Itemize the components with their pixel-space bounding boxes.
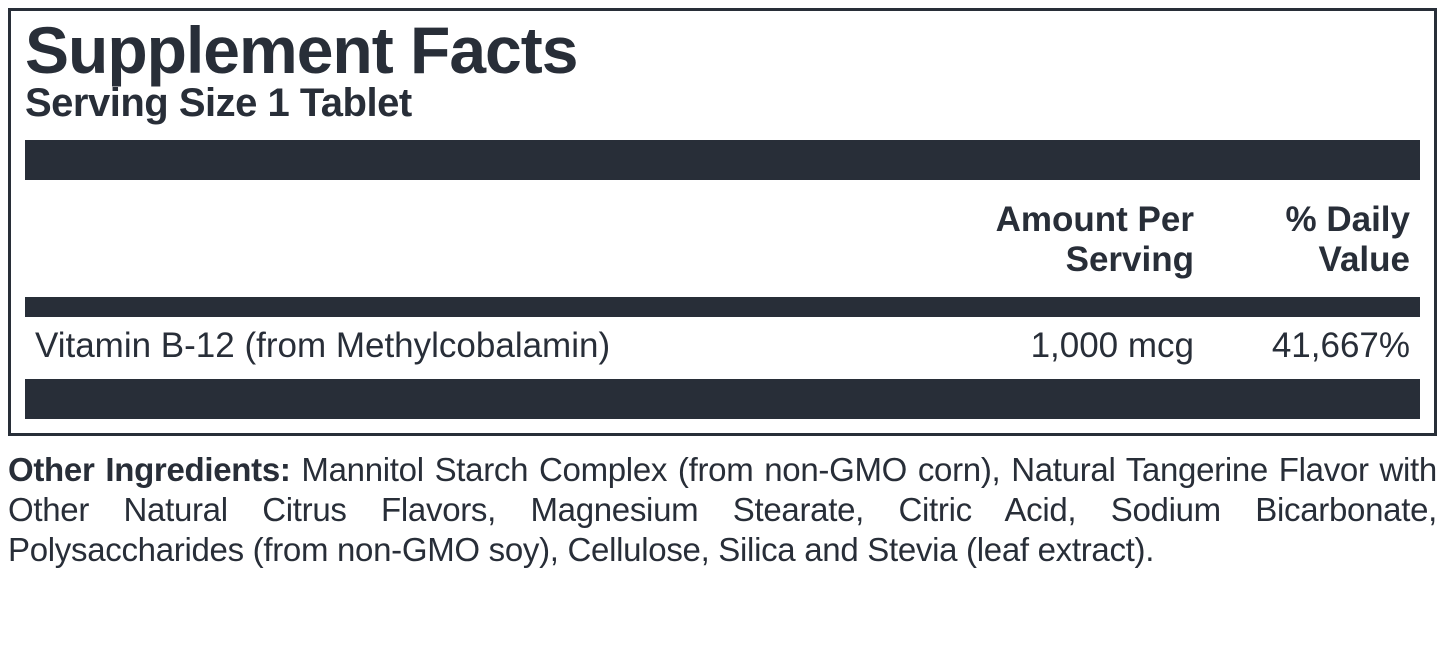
divider-bar [25,140,1420,180]
header-amount-line1: Amount Per [996,200,1194,239]
supplement-facts-panel: Supplement Facts Serving Size 1 Tablet A… [8,8,1437,436]
header-name-col [35,200,934,281]
nutrient-name: Vitamin B-12 (from Methylcobalamin) [35,325,934,367]
header-dv-line1: % Daily [1286,200,1411,239]
panel-title: Supplement Facts [25,17,1420,83]
nutrient-row: Vitamin B-12 (from Methylcobalamin) 1,00… [25,317,1420,375]
header-dv-col: % Daily Value [1230,200,1410,281]
header-dv-line2: Value [1319,240,1410,279]
other-ingredients: Other Ingredients: Mannitol Starch Compl… [8,450,1437,571]
divider-bar [25,379,1420,419]
column-headers: Amount Per Serving % Daily Value [25,180,1420,297]
nutrient-amount: 1,000 mcg [934,325,1194,367]
other-ingredients-label: Other Ingredients: [8,451,291,488]
header-amount-line2: Serving [1066,240,1194,279]
nutrient-dv: 41,667% [1230,325,1410,367]
divider-bar [25,297,1420,317]
header-amount-col: Amount Per Serving [934,200,1194,281]
serving-size: Serving Size 1 Tablet [25,81,1420,126]
